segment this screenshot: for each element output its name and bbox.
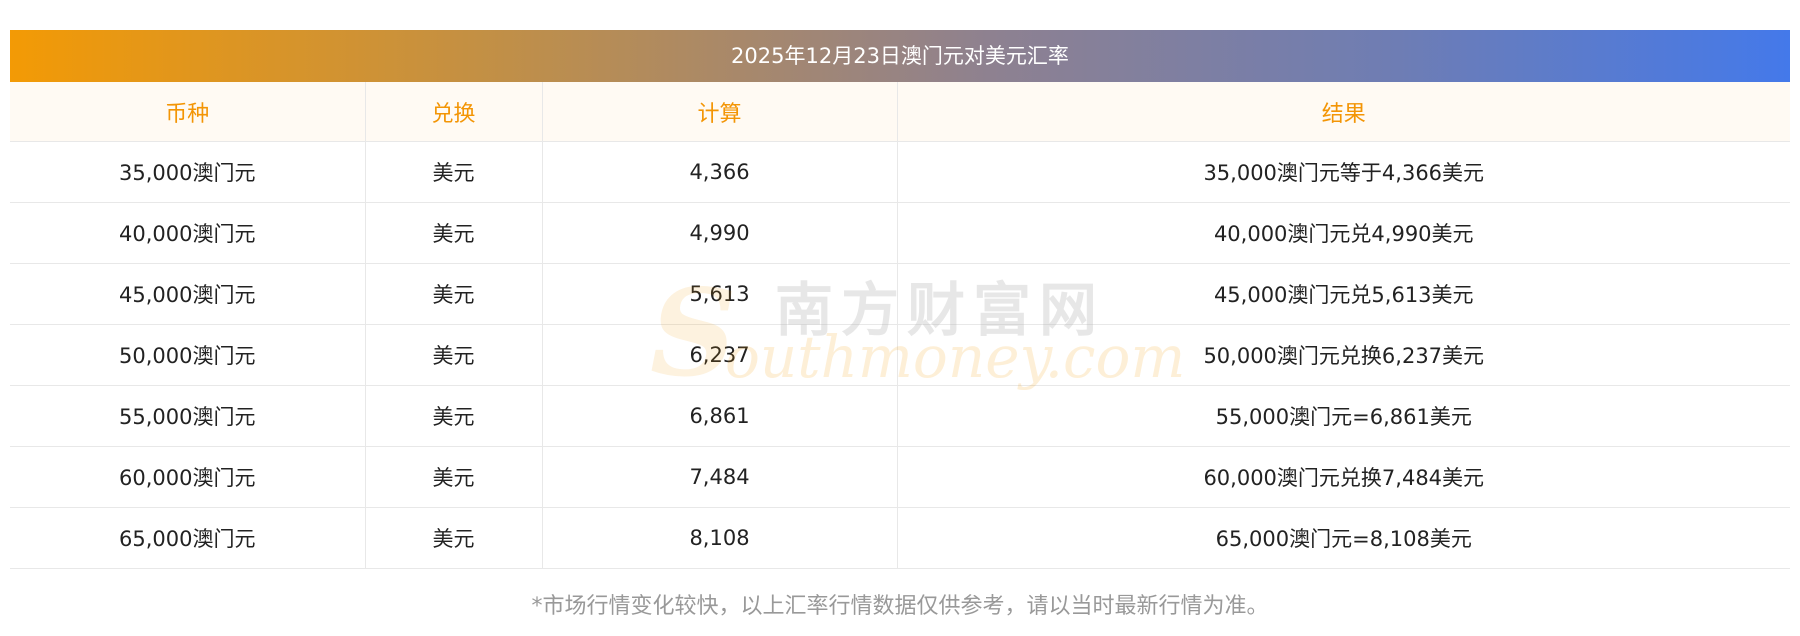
cell-result: 40,000澳门元兑4,990美元: [897, 202, 1790, 264]
exchange-rate-table: 币种 兑换 计算 结果 35,000澳门元 美元 4,366 35,000澳门元…: [10, 82, 1790, 569]
cell-calc: 6,237: [542, 324, 898, 386]
cell-currency: 50,000澳门元: [10, 324, 366, 386]
cell-calc: 7,484: [542, 446, 898, 508]
cell-currency: 55,000澳门元: [10, 385, 366, 447]
table-row: 40,000澳门元 美元 4,990 40,000澳门元兑4,990美元: [10, 202, 1790, 264]
cell-calc: 5,613: [542, 263, 898, 325]
cell-target: 美元: [365, 324, 543, 386]
table-row: 55,000澳门元 美元 6,861 55,000澳门元=6,861美元: [10, 385, 1790, 447]
table-row: 45,000澳门元 美元 5,613 45,000澳门元兑5,613美元: [10, 263, 1790, 325]
table-row: 65,000澳门元 美元 8,108 65,000澳门元=8,108美元: [10, 507, 1790, 569]
header-exchange: 兑换: [365, 82, 543, 142]
cell-currency: 60,000澳门元: [10, 446, 366, 508]
cell-target: 美元: [365, 507, 543, 569]
table-title: 2025年12月23日澳门元对美元汇率: [10, 30, 1790, 82]
cell-target: 美元: [365, 141, 543, 203]
cell-currency: 40,000澳门元: [10, 202, 366, 264]
cell-result: 35,000澳门元等于4,366美元: [897, 141, 1790, 203]
rate-table-container: 2025年12月23日澳门元对美元汇率 币种 兑换 计算 结果 35,000澳门…: [10, 30, 1790, 569]
cell-currency: 65,000澳门元: [10, 507, 366, 569]
header-result: 结果: [897, 82, 1790, 142]
cell-target: 美元: [365, 202, 543, 264]
cell-result: 45,000澳门元兑5,613美元: [897, 263, 1790, 325]
cell-result: 65,000澳门元=8,108美元: [897, 507, 1790, 569]
table-row: 50,000澳门元 美元 6,237 50,000澳门元兑换6,237美元: [10, 324, 1790, 386]
cell-result: 60,000澳门元兑换7,484美元: [897, 446, 1790, 508]
cell-result: 50,000澳门元兑换6,237美元: [897, 324, 1790, 386]
table-row: 35,000澳门元 美元 4,366 35,000澳门元等于4,366美元: [10, 141, 1790, 203]
cell-calc: 4,990: [542, 202, 898, 264]
cell-currency: 45,000澳门元: [10, 263, 366, 325]
table-header-row: 币种 兑换 计算 结果: [10, 82, 1790, 142]
header-currency: 币种: [10, 82, 366, 142]
table-row: 60,000澳门元 美元 7,484 60,000澳门元兑换7,484美元: [10, 446, 1790, 508]
cell-target: 美元: [365, 446, 543, 508]
cell-target: 美元: [365, 385, 543, 447]
disclaimer-note: *市场行情变化较快，以上汇率行情数据仅供参考，请以当时最新行情为准。: [531, 594, 1269, 619]
cell-calc: 4,366: [542, 141, 898, 203]
cell-calc: 6,861: [542, 385, 898, 447]
cell-target: 美元: [365, 263, 543, 325]
cell-result: 55,000澳门元=6,861美元: [897, 385, 1790, 447]
cell-calc: 8,108: [542, 507, 898, 569]
cell-currency: 35,000澳门元: [10, 141, 366, 203]
header-calc: 计算: [542, 82, 898, 142]
